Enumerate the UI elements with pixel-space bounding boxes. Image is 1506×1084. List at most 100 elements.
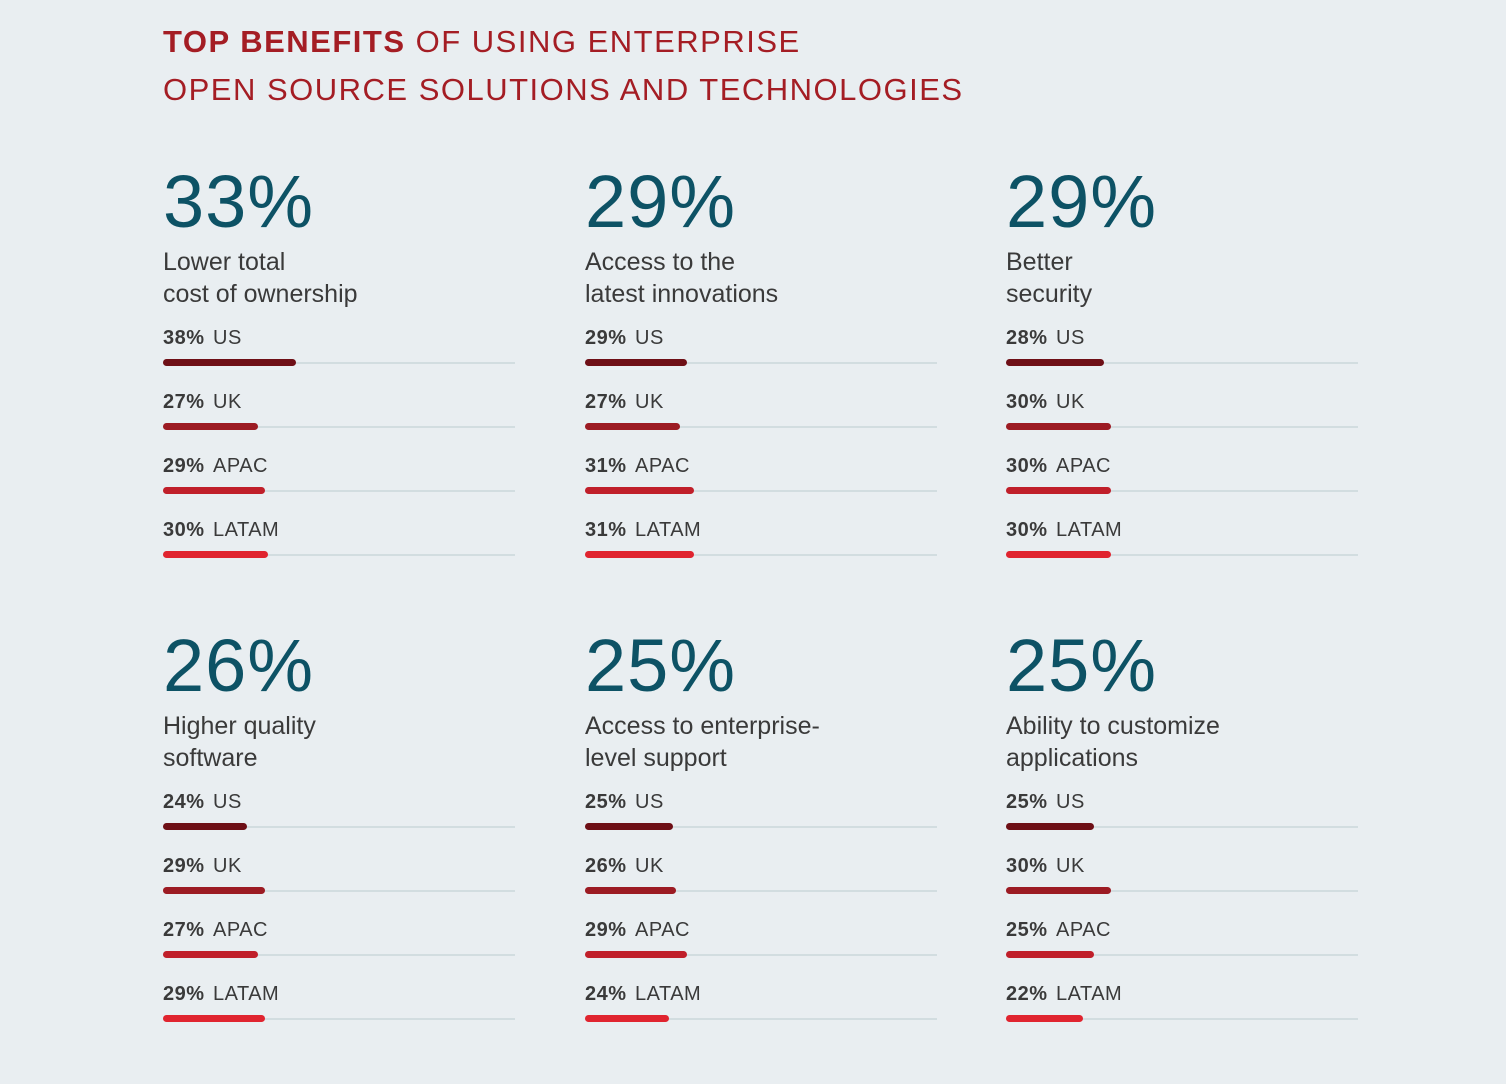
benefit-label-line2: security	[1006, 280, 1093, 308]
region-row: 25% US	[1006, 790, 1358, 854]
region-row: 24% LATAM	[585, 982, 937, 1046]
benefit-label-line1: Lower total	[163, 248, 286, 276]
region-text: 28% US	[1006, 326, 1085, 350]
region-value-label: 27%	[163, 391, 205, 413]
region-name: US	[213, 327, 242, 349]
bar-us	[163, 359, 296, 366]
region-value-label: 30%	[163, 519, 205, 541]
region-value-label: 29%	[585, 919, 627, 941]
benefit-panel: 25% Ability to customize applications 25% US…	[1006, 626, 1358, 1046]
region-name: US	[213, 791, 242, 813]
bar-apac	[1006, 487, 1111, 494]
region-value-label: 24%	[585, 983, 627, 1005]
region-name: US	[1056, 327, 1085, 349]
region-value-label: 29%	[585, 327, 627, 349]
region-text: 27% UK	[163, 390, 242, 414]
region-name: UK	[1056, 391, 1085, 413]
bar-track	[1006, 954, 1358, 956]
region-text: 26% UK	[585, 854, 664, 878]
bar-track	[163, 826, 515, 828]
benefit-label: Higher quality software	[163, 710, 316, 774]
benefit-percent: 33%	[163, 160, 315, 243]
bar-track	[163, 1018, 515, 1020]
bar-track	[1006, 362, 1358, 364]
region-name: UK	[213, 391, 242, 413]
benefit-label: Ability to customize applications	[1006, 710, 1220, 774]
region-row: 24% US	[163, 790, 515, 854]
bar-track	[163, 554, 515, 556]
bar-track	[163, 426, 515, 428]
benefit-label-line2: latest innovations	[585, 280, 779, 308]
title-bold: TOP BENEFITS	[163, 24, 406, 59]
bar-track	[585, 362, 937, 364]
region-value-label: 28%	[1006, 327, 1048, 349]
region-row: 29% APAC	[163, 454, 515, 518]
region-value-label: 30%	[1006, 391, 1048, 413]
bar-apac	[585, 487, 694, 494]
region-text: 38% US	[163, 326, 242, 350]
bar-us	[1006, 823, 1094, 830]
region-row: 29% UK	[163, 854, 515, 918]
region-text: 30% APAC	[1006, 454, 1111, 478]
region-row: 29% APAC	[585, 918, 937, 982]
region-row: 25% US	[585, 790, 937, 854]
bar-track	[585, 826, 937, 828]
region-name: APAC	[213, 455, 268, 477]
region-name: UK	[635, 855, 664, 877]
region-name: LATAM	[213, 519, 280, 541]
bar-apac	[1006, 951, 1094, 958]
region-name: LATAM	[213, 983, 280, 1005]
region-row: 30% APAC	[1006, 454, 1358, 518]
benefit-label-line1: Better	[1006, 248, 1073, 276]
region-value-label: 29%	[163, 455, 205, 477]
region-text: 29% UK	[163, 854, 242, 878]
benefit-label-line2: software	[163, 744, 258, 772]
benefit-percent: 26%	[163, 624, 315, 707]
region-name: APAC	[1056, 455, 1111, 477]
region-row: 31% LATAM	[585, 518, 937, 582]
region-text: 30% LATAM	[1006, 518, 1122, 542]
bar-uk	[163, 887, 265, 894]
benefit-label-line1: Access to enterprise-	[585, 712, 820, 740]
benefit-label-line1: Higher quality	[163, 712, 316, 740]
region-row: 29% LATAM	[163, 982, 515, 1046]
region-name: LATAM	[1056, 983, 1123, 1005]
region-row: 38% US	[163, 326, 515, 390]
bar-us	[585, 823, 673, 830]
benefit-label: Access to the latest innovations	[585, 246, 778, 310]
benefit-label: Better security	[1006, 246, 1092, 310]
region-row: 27% APAC	[163, 918, 515, 982]
region-row: 27% UK	[163, 390, 515, 454]
region-text: 25% US	[585, 790, 664, 814]
region-text: 27% UK	[585, 390, 664, 414]
benefit-percent: 25%	[1006, 624, 1158, 707]
region-value-label: 27%	[585, 391, 627, 413]
title-line1-rest: OF USING ENTERPRISE	[405, 24, 801, 59]
bar-track	[585, 426, 937, 428]
bar-latam	[585, 551, 694, 558]
region-bars: 25% US 30% UK 25% APAC 22% LATAM	[1006, 790, 1358, 1046]
region-text: 27% APAC	[163, 918, 268, 942]
benefit-label: Lower total cost of ownership	[163, 246, 358, 310]
region-text: 29% APAC	[585, 918, 690, 942]
bar-track	[585, 1018, 937, 1020]
bar-us	[163, 823, 247, 830]
region-row: 28% US	[1006, 326, 1358, 390]
bar-track	[585, 554, 937, 556]
region-row: 27% UK	[585, 390, 937, 454]
region-text: 30% LATAM	[163, 518, 279, 542]
benefit-label-line2: cost of ownership	[163, 280, 358, 308]
bar-track	[163, 890, 515, 892]
region-text: 30% UK	[1006, 390, 1085, 414]
bar-us	[1006, 359, 1104, 366]
region-value-label: 31%	[585, 519, 627, 541]
page-title: TOP BENEFITS OF USING ENTERPRISE OPEN SO…	[163, 18, 964, 114]
benefit-panel: 33% Lower total cost of ownership 38% US 27% U…	[163, 162, 515, 582]
region-name: UK	[1056, 855, 1085, 877]
bar-apac	[163, 487, 265, 494]
region-value-label: 25%	[1006, 791, 1048, 813]
region-value-label: 38%	[163, 327, 205, 349]
benefit-label-line1: Access to the	[585, 248, 736, 276]
region-text: 29% US	[585, 326, 664, 350]
region-bars: 25% US 26% UK 29% APAC 24% LATAM	[585, 790, 937, 1046]
